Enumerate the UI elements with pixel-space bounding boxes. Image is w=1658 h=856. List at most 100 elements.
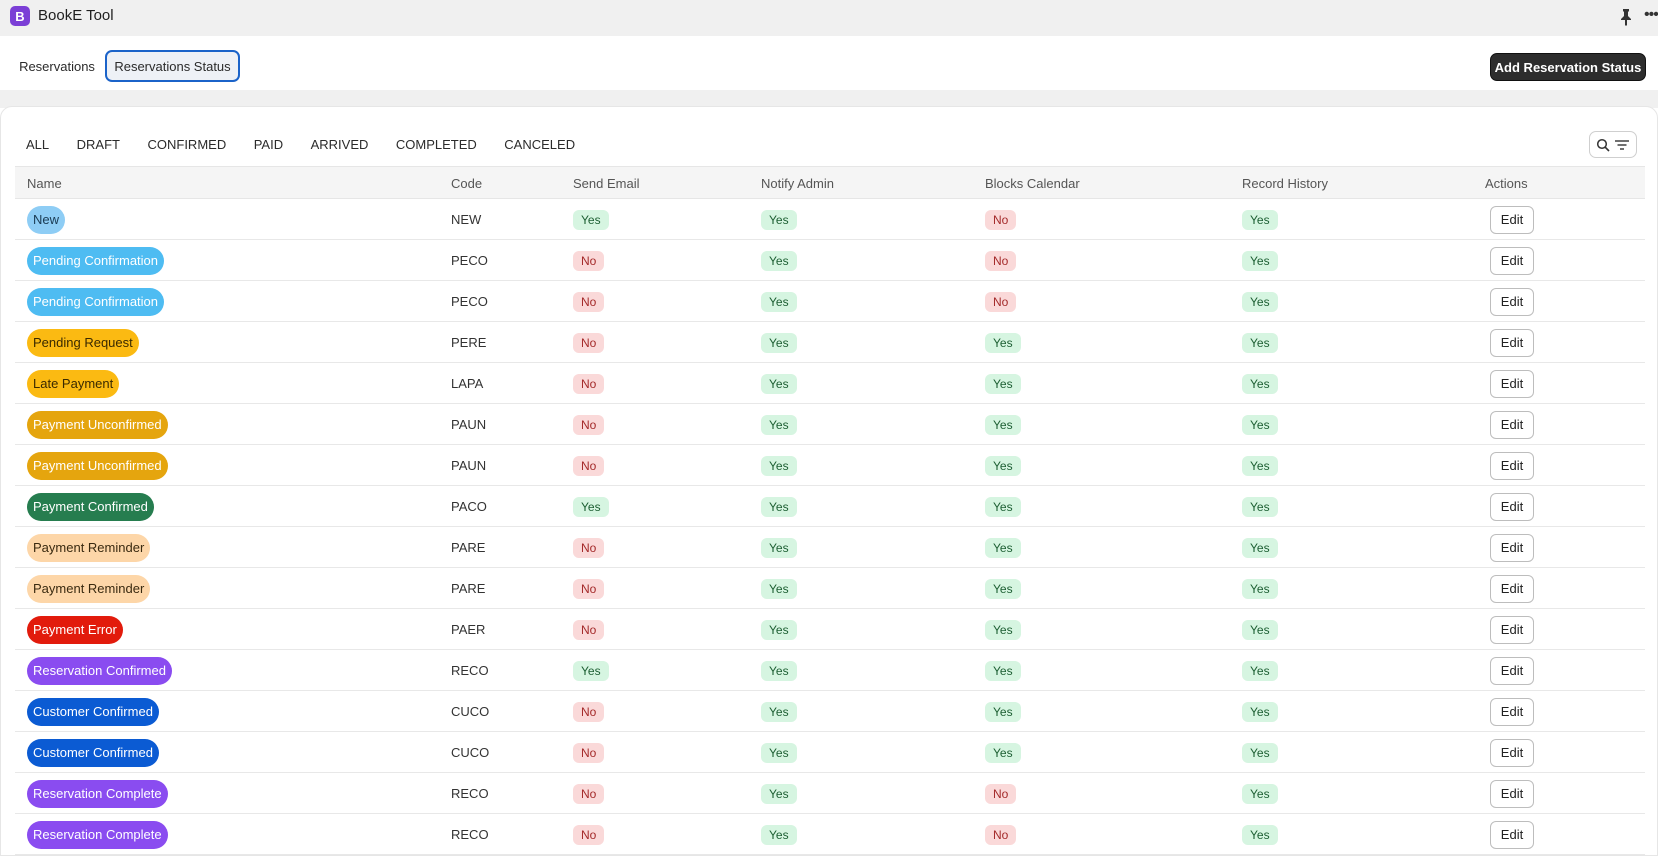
edit-button[interactable]: Edit bbox=[1490, 328, 1534, 357]
edit-button[interactable]: Edit bbox=[1490, 738, 1534, 767]
notify-admin-badge: Yes bbox=[761, 496, 797, 517]
column-header-record-history[interactable]: Record History bbox=[1242, 176, 1328, 191]
record-history-cell: Yes bbox=[1242, 404, 1278, 445]
notify-admin-cell: Yes bbox=[761, 773, 797, 814]
edit-button[interactable]: Edit bbox=[1490, 533, 1534, 562]
record-history-badge: Yes bbox=[1242, 578, 1278, 599]
send-email-cell: No bbox=[573, 404, 605, 445]
send-email-badge: Yes bbox=[573, 660, 609, 681]
record-history-cell: Yes bbox=[1242, 568, 1278, 609]
edit-button[interactable]: Edit bbox=[1490, 779, 1534, 808]
actions-cell: Edit bbox=[1490, 814, 1534, 855]
edit-button[interactable]: Edit bbox=[1490, 287, 1534, 316]
name-cell: Customer Confirmed bbox=[27, 691, 159, 732]
record-history-badge: Yes bbox=[1242, 660, 1278, 681]
blocks-calendar-cell: Yes bbox=[985, 363, 1021, 404]
filter-all[interactable]: ALL bbox=[26, 137, 50, 152]
status-filter-bar: ALL DRAFT CONFIRMED PAID ARRIVED COMPLET… bbox=[26, 133, 603, 157]
send-email-cell: No bbox=[573, 691, 605, 732]
edit-button[interactable]: Edit bbox=[1490, 246, 1534, 275]
column-header-blocks-calendar[interactable]: Blocks Calendar bbox=[985, 176, 1080, 191]
search-filter-button[interactable] bbox=[1589, 131, 1637, 158]
actions-cell: Edit bbox=[1490, 240, 1534, 281]
notify-admin-cell: Yes bbox=[761, 486, 797, 527]
name-cell: Pending Confirmation bbox=[27, 240, 165, 281]
status-code: RECO bbox=[451, 786, 489, 801]
actions-cell: Edit bbox=[1490, 609, 1534, 650]
filter-paid[interactable]: PAID bbox=[253, 137, 284, 152]
status-code: PECO bbox=[451, 253, 488, 268]
blocks-calendar-badge: No bbox=[985, 250, 1017, 271]
table-row: Late Payment LAPA No Yes Yes Yes Edit bbox=[15, 363, 1645, 404]
send-email-badge: No bbox=[573, 250, 605, 271]
filter-arrived[interactable]: ARRIVED bbox=[310, 137, 369, 152]
status-code: PECO bbox=[451, 294, 488, 309]
table-row: Payment Unconfirmed PAUN No Yes Yes Yes Edit bbox=[15, 404, 1645, 445]
notify-admin-badge: Yes bbox=[761, 824, 797, 845]
tab-reservations-status[interactable]: Reservations Status bbox=[105, 50, 240, 82]
notify-admin-badge: Yes bbox=[761, 783, 797, 804]
status-code: NEW bbox=[451, 212, 482, 227]
edit-button[interactable]: Edit bbox=[1490, 451, 1534, 480]
send-email-badge: No bbox=[573, 414, 605, 435]
blocks-calendar-cell: No bbox=[985, 814, 1017, 855]
table-row: Customer Confirmed CUCO No Yes Yes Yes Edit bbox=[15, 732, 1645, 773]
status-code: PACO bbox=[451, 499, 487, 514]
send-email-badge: No bbox=[573, 455, 605, 476]
filter-draft[interactable]: DRAFT bbox=[76, 137, 120, 152]
edit-button[interactable]: Edit bbox=[1490, 574, 1534, 603]
blocks-calendar-badge: Yes bbox=[985, 578, 1021, 599]
column-header-code[interactable]: Code bbox=[451, 176, 483, 191]
table-row: Reservation Complete RECO No Yes No Yes Edit bbox=[15, 773, 1645, 814]
record-history-badge: Yes bbox=[1242, 742, 1278, 763]
blocks-calendar-cell: Yes bbox=[985, 650, 1021, 691]
table-header: Name Code Send Email Notify Admin Blocks… bbox=[15, 166, 1645, 199]
blocks-calendar-badge: No bbox=[985, 291, 1017, 312]
edit-button[interactable]: Edit bbox=[1490, 205, 1534, 234]
actions-cell: Edit bbox=[1490, 363, 1534, 404]
notify-admin-badge: Yes bbox=[761, 537, 797, 558]
send-email-badge: No bbox=[573, 742, 605, 763]
notify-admin-cell: Yes bbox=[761, 322, 797, 363]
send-email-cell: No bbox=[573, 773, 605, 814]
column-header-actions: Actions bbox=[1485, 176, 1528, 191]
filter-confirmed[interactable]: CONFIRMED bbox=[147, 137, 227, 152]
edit-button[interactable]: Edit bbox=[1490, 369, 1534, 398]
notify-admin-badge: Yes bbox=[761, 660, 797, 681]
blocks-calendar-badge: No bbox=[985, 824, 1017, 845]
name-cell: Payment Confirmed bbox=[27, 486, 154, 527]
tab-reservations[interactable]: Reservations bbox=[19, 58, 95, 74]
actions-cell: Edit bbox=[1490, 281, 1534, 322]
status-name-pill: Payment Unconfirmed bbox=[27, 451, 168, 480]
record-history-badge: Yes bbox=[1242, 783, 1278, 804]
actions-cell: Edit bbox=[1490, 650, 1534, 691]
edit-button[interactable]: Edit bbox=[1490, 697, 1534, 726]
edit-button[interactable]: Edit bbox=[1490, 656, 1534, 685]
status-name-pill: Reservation Complete bbox=[27, 820, 168, 849]
edit-button[interactable]: Edit bbox=[1490, 820, 1534, 849]
blocks-calendar-badge: Yes bbox=[985, 660, 1021, 681]
column-header-notify-admin[interactable]: Notify Admin bbox=[761, 176, 834, 191]
notify-admin-badge: Yes bbox=[761, 209, 797, 230]
status-code: LAPA bbox=[451, 376, 484, 391]
name-cell: Payment Unconfirmed bbox=[27, 445, 168, 486]
add-reservation-status-button[interactable]: Add Reservation Status bbox=[1490, 53, 1646, 81]
record-history-cell: Yes bbox=[1242, 281, 1278, 322]
filter-completed[interactable]: COMPLETED bbox=[395, 137, 477, 152]
edit-button[interactable]: Edit bbox=[1490, 492, 1534, 521]
notify-admin-cell: Yes bbox=[761, 609, 797, 650]
column-header-send-email[interactable]: Send Email bbox=[573, 176, 640, 191]
edit-button[interactable]: Edit bbox=[1490, 615, 1534, 644]
notify-admin-cell: Yes bbox=[761, 691, 797, 732]
send-email-badge: No bbox=[573, 291, 605, 312]
pin-icon[interactable] bbox=[1618, 8, 1634, 26]
status-code: PAER bbox=[451, 622, 486, 637]
column-header-name[interactable]: Name bbox=[27, 176, 62, 191]
table-row: Payment Reminder PARE No Yes Yes Yes Edit bbox=[15, 568, 1645, 609]
table-row: Reservation Complete RECO No Yes No Yes Edit bbox=[15, 814, 1645, 855]
filter-canceled[interactable]: CANCELED bbox=[504, 137, 576, 152]
more-icon[interactable]: ••• bbox=[1644, 6, 1658, 23]
name-cell: Reservation Complete bbox=[27, 773, 168, 814]
notify-admin-badge: Yes bbox=[761, 455, 797, 476]
edit-button[interactable]: Edit bbox=[1490, 410, 1534, 439]
